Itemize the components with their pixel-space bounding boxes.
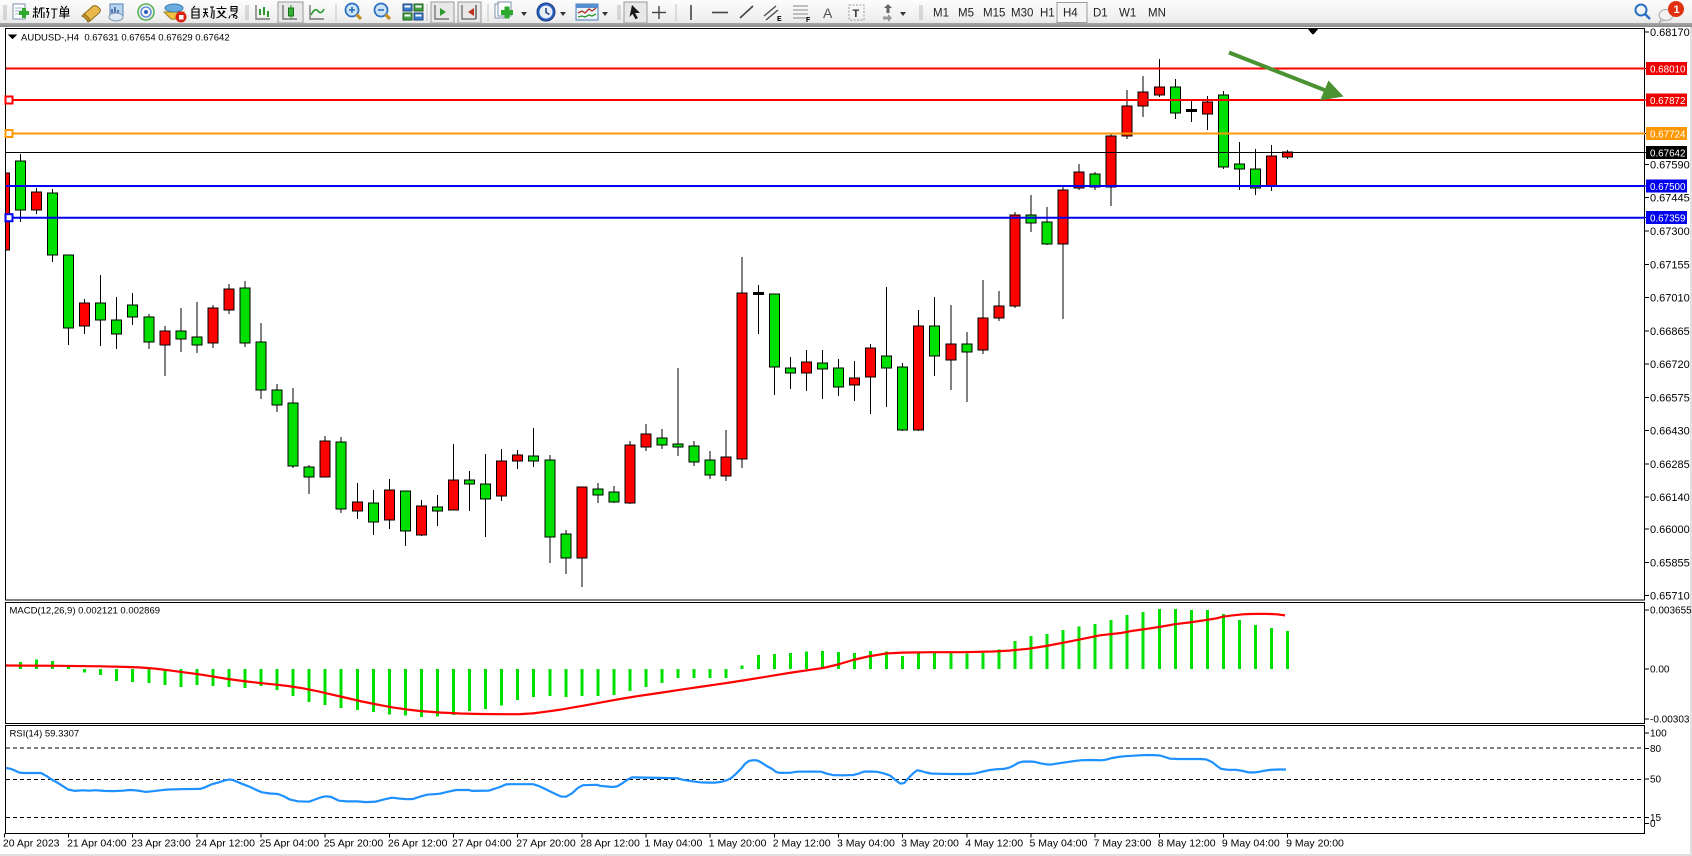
svg-text:0.66575: 0.66575 bbox=[1650, 392, 1690, 404]
svg-text:0.67872: 0.67872 bbox=[1650, 96, 1685, 107]
svg-text:20 Apr 2023: 20 Apr 2023 bbox=[3, 838, 60, 850]
svg-text:MN: MN bbox=[1148, 8, 1166, 20]
svg-text:15: 15 bbox=[1650, 813, 1662, 824]
svg-text:0.68010: 0.68010 bbox=[1650, 65, 1686, 76]
svg-text:AUDUSD-,H4 0.67631 0.67654 0.: AUDUSD-,H4 0.67631 0.67654 0.67629 0.676… bbox=[21, 33, 230, 44]
svg-text:0.66865: 0.66865 bbox=[1650, 326, 1690, 338]
svg-text:0.66140: 0.66140 bbox=[1650, 492, 1690, 504]
svg-text:0.67300: 0.67300 bbox=[1650, 226, 1690, 238]
svg-text:9 May 04:00: 9 May 04:00 bbox=[1222, 838, 1280, 850]
svg-text:2 May 12:00: 2 May 12:00 bbox=[773, 838, 831, 850]
svg-text:23 Apr 23:00: 23 Apr 23:00 bbox=[131, 838, 191, 850]
svg-text:8 May 12:00: 8 May 12:00 bbox=[1158, 838, 1216, 850]
svg-text:0.66430: 0.66430 bbox=[1650, 426, 1690, 438]
svg-text:0.00: 0.00 bbox=[1650, 665, 1670, 676]
svg-text:F: F bbox=[806, 17, 811, 24]
svg-text:4 May 12:00: 4 May 12:00 bbox=[965, 838, 1023, 850]
svg-text:5 May 04:00: 5 May 04:00 bbox=[1030, 838, 1088, 850]
svg-text:50: 50 bbox=[1650, 775, 1662, 786]
svg-text:7 May 23:00: 7 May 23:00 bbox=[1094, 838, 1152, 850]
svg-text:0.003655: 0.003655 bbox=[1650, 606, 1692, 617]
svg-text:28 Apr 12:00: 28 Apr 12:00 bbox=[580, 838, 640, 850]
svg-text:0.67590: 0.67590 bbox=[1650, 160, 1690, 172]
svg-text:9 May 20:00: 9 May 20:00 bbox=[1286, 838, 1344, 850]
svg-text:80: 80 bbox=[1650, 744, 1662, 755]
svg-text:25 Apr 20:00: 25 Apr 20:00 bbox=[324, 838, 384, 850]
svg-text:0.67445: 0.67445 bbox=[1650, 193, 1690, 205]
svg-text:27 Apr 20:00: 27 Apr 20:00 bbox=[516, 838, 576, 850]
svg-text:21 Apr 04:00: 21 Apr 04:00 bbox=[67, 838, 127, 850]
svg-text:1: 1 bbox=[1674, 4, 1680, 16]
svg-text:D1: D1 bbox=[1093, 8, 1108, 20]
svg-text:26 Apr 12:00: 26 Apr 12:00 bbox=[388, 838, 448, 850]
svg-text:100: 100 bbox=[1650, 729, 1667, 740]
svg-text:M15: M15 bbox=[983, 8, 1005, 20]
svg-text:0.67359: 0.67359 bbox=[1650, 214, 1685, 225]
svg-text:0.67010: 0.67010 bbox=[1650, 293, 1690, 305]
svg-text:-0.00303: -0.00303 bbox=[1650, 715, 1690, 726]
svg-text:0.67500: 0.67500 bbox=[1650, 182, 1686, 193]
svg-text:MACD(12,26,9) 0.002121 0.00286: MACD(12,26,9) 0.002121 0.002869 bbox=[10, 606, 161, 617]
svg-text:27 Apr 04:00: 27 Apr 04:00 bbox=[452, 838, 512, 850]
svg-text:RSI(14) 59.3307: RSI(14) 59.3307 bbox=[10, 729, 80, 740]
svg-text:0.66000: 0.66000 bbox=[1650, 524, 1690, 536]
svg-text:1 May 04:00: 1 May 04:00 bbox=[645, 838, 703, 850]
svg-text:3 May 04:00: 3 May 04:00 bbox=[837, 838, 895, 850]
svg-text:24 Apr 12:00: 24 Apr 12:00 bbox=[195, 838, 255, 850]
svg-text:0.65855: 0.65855 bbox=[1650, 557, 1690, 569]
svg-text:25 Apr 04:00: 25 Apr 04:00 bbox=[260, 838, 320, 850]
svg-text:M5: M5 bbox=[958, 8, 974, 20]
svg-text:1 May 20:00: 1 May 20:00 bbox=[709, 838, 767, 850]
svg-text:M30: M30 bbox=[1011, 8, 1033, 20]
svg-text:0.66285: 0.66285 bbox=[1650, 459, 1690, 471]
svg-text:A: A bbox=[823, 5, 833, 21]
svg-text:3 May 20:00: 3 May 20:00 bbox=[901, 838, 959, 850]
svg-text:W1: W1 bbox=[1119, 8, 1136, 20]
svg-text:0.67155: 0.67155 bbox=[1650, 259, 1690, 271]
svg-text:E: E bbox=[777, 16, 782, 23]
svg-text:0: 0 bbox=[1650, 819, 1656, 830]
svg-text:H4: H4 bbox=[1063, 8, 1078, 20]
svg-text:0.65710: 0.65710 bbox=[1650, 591, 1690, 603]
svg-text:M1: M1 bbox=[933, 8, 949, 20]
svg-text:T: T bbox=[853, 8, 860, 20]
svg-text:0.67642: 0.67642 bbox=[1650, 149, 1685, 160]
svg-text:0.68170: 0.68170 bbox=[1650, 27, 1690, 39]
svg-text:0.66720: 0.66720 bbox=[1650, 359, 1690, 371]
svg-text:H1: H1 bbox=[1040, 8, 1055, 20]
svg-text:0.67724: 0.67724 bbox=[1650, 130, 1686, 141]
